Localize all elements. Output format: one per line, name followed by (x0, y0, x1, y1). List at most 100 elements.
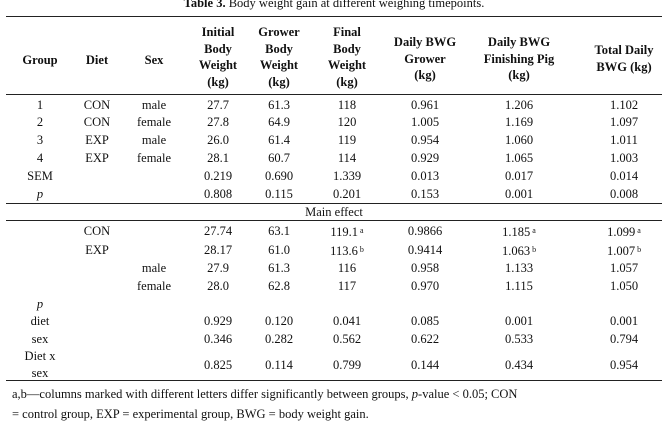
cell-initial: 0.219 (204, 168, 232, 184)
cell-effect-label-text: sex (31, 332, 49, 346)
main-effect-bottom-rule (6, 220, 662, 221)
cell-dbwg-finishing: 0.017 (505, 168, 533, 184)
cell-dbwg-finishing: 1.185 a (502, 223, 536, 240)
cell-diet-text: EXP (85, 133, 109, 147)
cell-diet: CON (84, 223, 110, 239)
cell-initial: 0.825 (204, 357, 232, 373)
cell-diet-text: CON (83, 98, 111, 112)
cell-dbwg-grower-text: 0.622 (410, 332, 440, 346)
cell-p-effects-label-text: p (36, 297, 44, 311)
cell-total-text: 1.057 (609, 261, 639, 275)
cell-grower: 61.4 (268, 132, 290, 148)
cell-total-text: 1.102 (609, 98, 639, 112)
cell-total-text: 1.050 (609, 279, 639, 293)
cell-diet: EXP (85, 132, 109, 148)
cell-group: 4 (37, 150, 43, 166)
cell-diet-text: CON (83, 115, 111, 129)
cell-initial-text: 27.9 (207, 261, 229, 275)
cell-total: 1.003 (610, 150, 638, 166)
table-label: Table 3. (183, 0, 226, 10)
cell-initial: 27.7 (207, 97, 229, 113)
cell-total: 1.102 (610, 97, 638, 113)
cell-p-label: p (37, 186, 43, 202)
cell-grower: 0.115 (265, 186, 293, 202)
cell-sex: female (137, 150, 171, 166)
cell-dbwg-finishing: 1.060 (505, 132, 533, 148)
cell-final: 0.562 (333, 331, 361, 347)
cell-dbwg-grower-text: 0.085 (410, 314, 440, 328)
cell-dbwg-finishing-text: 1.063 (501, 244, 531, 258)
cell-final: 0.201 (333, 186, 361, 202)
header-initial: Initial (202, 24, 235, 41)
cell-group-text: 3 (36, 133, 44, 147)
cell-diet-text: CON (83, 224, 111, 238)
header-group-text: Group (22, 53, 58, 67)
cell-final: 114 (338, 150, 356, 166)
main-effect-top-rule (6, 203, 662, 204)
cell-final-text: 116 (337, 261, 357, 275)
bottom-rule (6, 380, 662, 381)
cell-final: 0.041 (333, 313, 361, 329)
cell-dbwg-grower-text: 0.153 (410, 187, 440, 201)
cell-grower-text: 63.1 (268, 224, 290, 238)
cell-total: 1.011 (610, 132, 638, 148)
cell-dbwg-grower: 0.153 (411, 186, 439, 202)
cell-total-text: 1.097 (609, 115, 639, 129)
cell-grower-text: 61.0 (268, 243, 290, 257)
cell-final-text: 0.041 (332, 314, 362, 328)
cell-final-text: 119.1 (330, 225, 359, 239)
cell-final: 119 (338, 132, 356, 148)
cell-grower: 61.3 (268, 260, 290, 276)
header-grower: Body (265, 41, 293, 58)
header-final: Final (333, 24, 361, 41)
header-dbwg-grower: (kg) (414, 67, 436, 84)
cell-dbwg-grower: 0.954 (411, 132, 439, 148)
cell-total-text: 1.003 (609, 151, 639, 165)
cell-grower-text: 0.114 (265, 358, 293, 372)
cell-sex: female (137, 278, 171, 294)
cell-initial-text: 0.825 (203, 358, 233, 372)
header-initial-text: Body (204, 41, 232, 56)
header-dbwg-grower: Grower (404, 51, 445, 68)
cell-initial-text: 0.219 (203, 169, 233, 183)
cell-total: 0.008 (610, 186, 638, 202)
cell-sex: male (142, 260, 166, 276)
cell-p-label-text: p (36, 187, 44, 201)
cell-sex-text: female (136, 151, 172, 165)
cell-final: 120 (338, 114, 357, 130)
cell-interaction-label: sex (32, 365, 49, 381)
footnote-part2: -value < 0.05; CON (418, 387, 518, 401)
cell-dbwg-grower: 0.013 (411, 168, 439, 184)
cell-grower-text: 0.120 (264, 314, 294, 328)
cell-p-effects-label: p (37, 296, 43, 312)
cell-grower-text: 60.7 (268, 151, 290, 165)
cell-grower: 60.7 (268, 150, 290, 166)
cell-initial: 28.1 (207, 150, 229, 166)
cell-grower-text: 61.4 (268, 133, 290, 147)
cell-sex-text: female (136, 279, 172, 293)
cell-sex: female (137, 114, 171, 130)
cell-dbwg-grower-text: 0.954 (410, 133, 440, 147)
cell-dbwg-finishing: 1.115 (505, 278, 533, 294)
cell-dbwg-finishing: 0.001 (505, 313, 533, 329)
top-rule (6, 16, 662, 17)
cell-dbwg-finishing-text: 0.017 (504, 169, 534, 183)
cell-dbwg-grower-text: 0.961 (410, 98, 440, 112)
cell-dbwg-grower: 0.958 (411, 260, 439, 276)
cell-total: 1.007 b (607, 242, 641, 259)
cell-dbwg-finishing: 0.001 (505, 186, 533, 202)
cell-final-text: 114 (337, 151, 357, 165)
cell-initial: 28.0 (207, 278, 229, 294)
header-initial: (kg) (207, 74, 229, 91)
cell-dbwg-grower: 1.005 (411, 114, 439, 130)
cell-diet: EXP (85, 150, 109, 166)
cell-dbwg-finishing: 1.133 (505, 260, 533, 276)
cell-dbwg-finishing-text: 0.533 (504, 332, 534, 346)
table-footnote: a,b—columns marked with different letter… (12, 384, 660, 424)
cell-dbwg-finishing-text: 0.434 (504, 358, 534, 372)
cell-total-text: 0.014 (609, 169, 639, 183)
cell-dbwg-finishing: 1.063 b (502, 242, 536, 259)
cell-total: 0.014 (610, 168, 638, 184)
cell-total-text: 0.001 (609, 314, 639, 328)
cell-dbwg-finishing-text: 1.206 (504, 98, 534, 112)
